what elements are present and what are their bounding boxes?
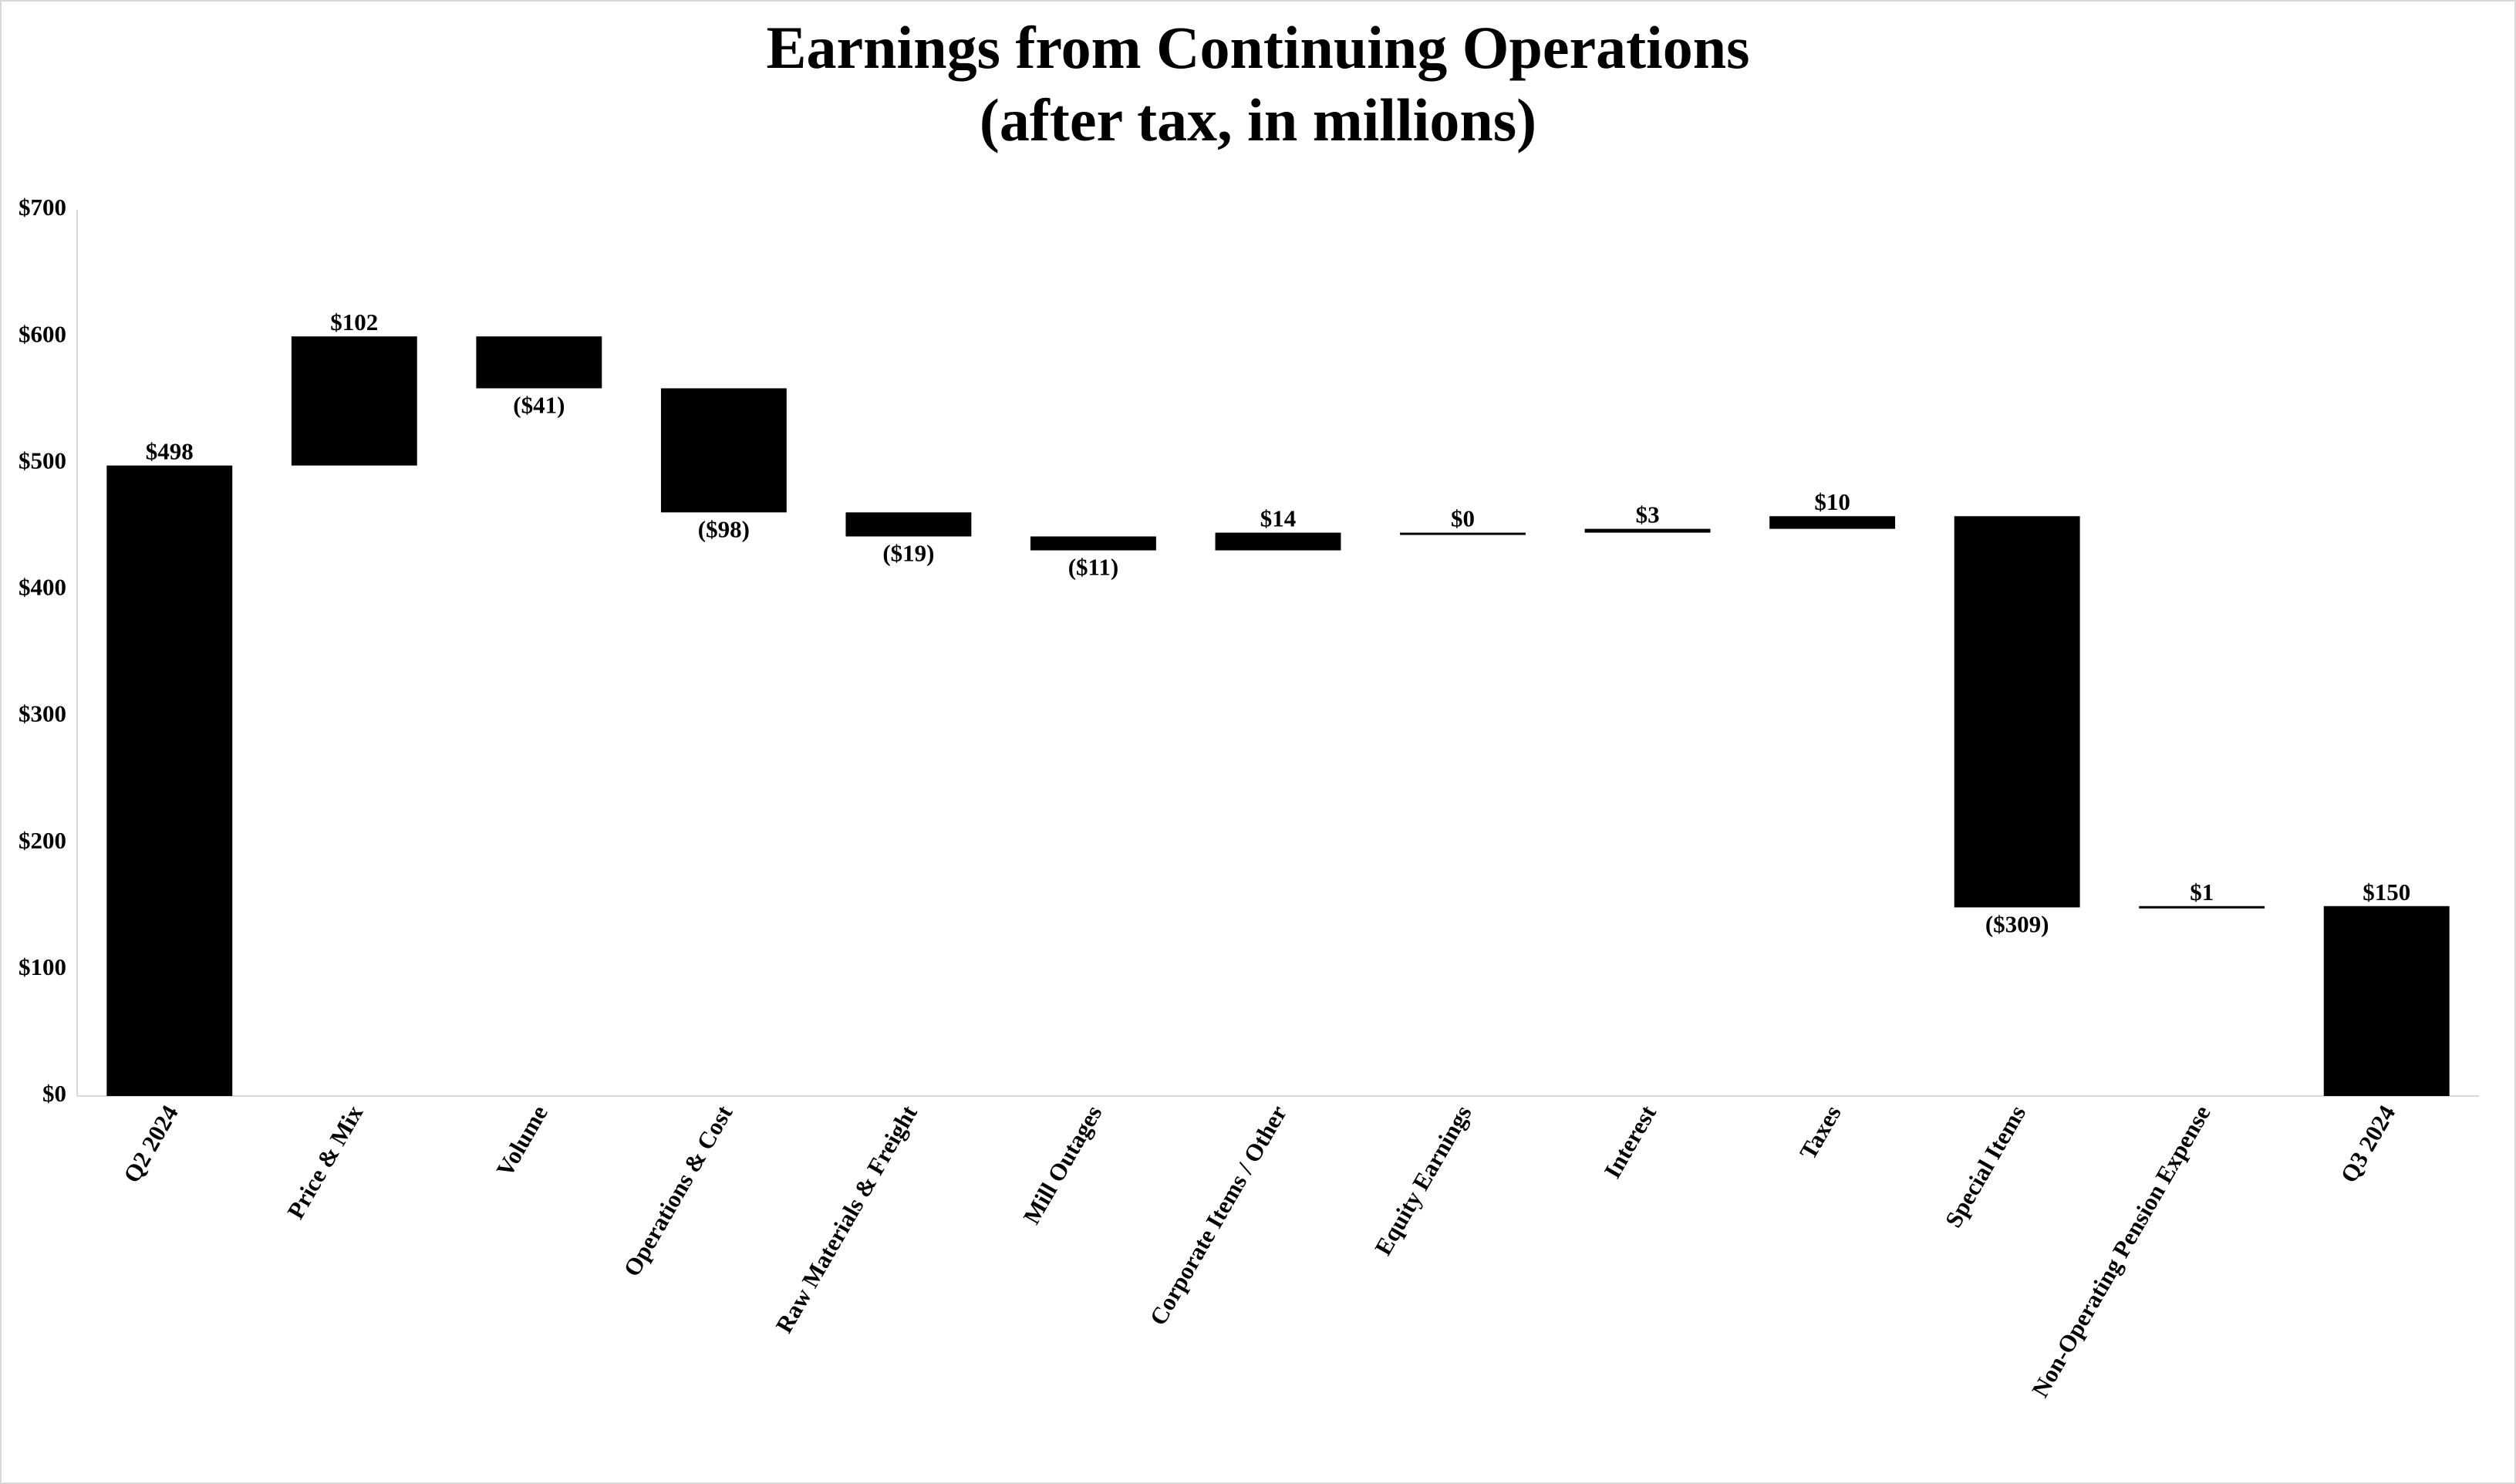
bar (291, 336, 417, 466)
bar (1769, 516, 1896, 529)
data-label: ($41) (513, 391, 565, 418)
data-label: ($19) (882, 539, 934, 566)
data-label: ($98) (698, 515, 750, 542)
data-label: $14 (1260, 505, 1297, 532)
data-label: $150 (2363, 879, 2410, 906)
bar (1954, 516, 2080, 908)
y-tick-label: $400 (19, 574, 66, 601)
y-tick-label: $200 (19, 827, 66, 854)
bar (845, 512, 972, 537)
bar (660, 388, 787, 513)
data-label: $0 (1451, 505, 1475, 532)
bar (1584, 528, 1711, 533)
bar (106, 465, 233, 1096)
y-tick-label: $500 (19, 447, 66, 474)
bar (2139, 906, 2265, 909)
data-label: $498 (146, 438, 194, 465)
data-label: $102 (330, 309, 378, 336)
data-label: ($11) (1068, 554, 1118, 581)
y-tick-label: $0 (42, 1080, 66, 1107)
data-label: $1 (2190, 879, 2214, 906)
bar (1215, 532, 1341, 551)
chart-title: Earnings from Continuing Operations (767, 14, 1750, 81)
data-label: ($309) (1985, 910, 2049, 937)
y-tick-label: $300 (19, 700, 66, 727)
bar (1030, 536, 1156, 551)
bar (476, 336, 602, 389)
y-tick-label: $700 (19, 194, 66, 221)
bar (1400, 532, 1526, 535)
data-label: $10 (1814, 488, 1850, 515)
y-tick-label: $100 (19, 953, 66, 980)
data-label: $3 (1636, 501, 1660, 528)
bar (2323, 906, 2450, 1096)
chart-subtitle: (after tax, in millions) (980, 86, 1536, 153)
y-tick-label: $600 (19, 320, 66, 347)
